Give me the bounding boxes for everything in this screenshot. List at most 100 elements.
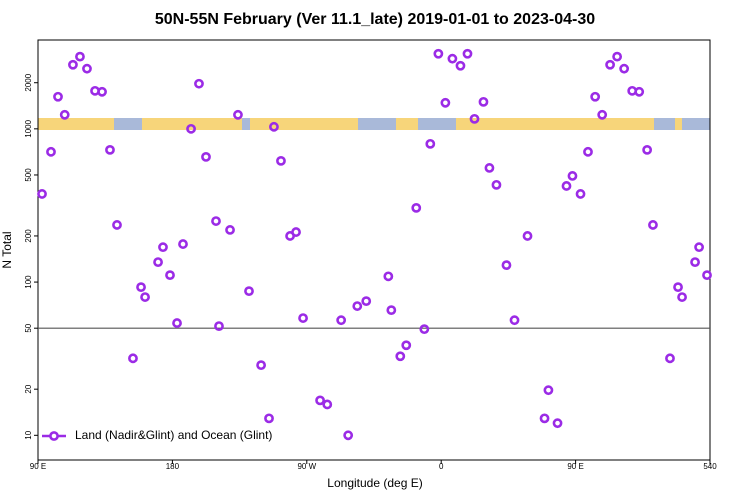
x-tick-label: 0 [439,462,444,471]
x-axis-label: Longitude (deg E) [327,476,422,490]
chart-title: 50N-55N February (Ver 11.1_late) 2019-01… [155,11,595,28]
point [97,86,107,97]
point [642,144,653,155]
point [165,270,175,281]
point [690,257,700,268]
point [112,220,122,230]
point [447,53,458,64]
point [201,151,211,162]
point [605,59,615,70]
y-tick-label: 20 [24,384,33,393]
point [75,51,85,62]
point [322,399,333,410]
point [276,155,286,166]
point [462,48,473,59]
point [539,413,550,424]
point [583,146,593,157]
point [233,109,243,120]
point [552,418,563,429]
point [677,292,687,302]
point [59,109,70,120]
point [648,220,658,230]
point [336,315,347,326]
point [694,242,704,253]
point [298,313,308,323]
land-band [250,118,358,130]
y-tick-label: 50 [24,323,33,332]
point [522,231,533,241]
point [612,51,623,62]
point [501,260,512,271]
point [702,270,712,281]
land-band [38,118,114,130]
point [433,48,444,59]
point [567,171,578,181]
plot-frame [37,39,711,461]
y-tick-label: 500 [24,168,33,182]
point [673,282,683,293]
point [361,296,372,307]
point [140,292,150,302]
point [105,144,115,155]
y-tick-label: 100 [24,275,33,289]
x-tick-label: 90 W [297,462,316,471]
point [186,123,196,134]
land-band [142,118,242,130]
point [269,121,279,132]
x-tick-label: 180 [166,462,180,471]
point [395,351,406,362]
point [665,353,675,364]
point [386,305,397,316]
land-band [456,118,654,130]
point [53,91,63,102]
y-tick-label: 1000 [24,119,33,137]
point [68,59,78,70]
point [256,360,267,371]
point [401,340,412,351]
x-tick-label: 540 [703,462,717,471]
y-tick-label: 2000 [24,73,33,91]
point [128,353,138,364]
point [264,413,274,424]
point [158,242,168,253]
point [419,324,430,335]
point [543,385,554,396]
point [509,315,520,326]
point [478,96,489,107]
point [383,271,394,282]
point [315,395,325,406]
point [178,239,188,249]
point [484,163,495,173]
point [82,63,92,74]
point [455,60,466,71]
point [291,227,301,237]
point [244,286,254,297]
point [225,225,235,235]
point [491,179,502,190]
y-tick-label: 200 [24,229,33,243]
y-axis-label: N Total [0,231,14,268]
x-tick-label: 90 E [30,462,46,471]
point [211,216,221,226]
point [590,91,601,102]
point [425,138,436,149]
point [172,318,182,328]
point [352,301,363,311]
point [561,181,572,191]
point [214,321,224,332]
legend-marker [49,431,59,441]
point [597,109,608,120]
point [619,63,630,74]
point [37,189,47,199]
point [575,189,586,199]
y-tick-label: 10 [24,430,33,439]
point [136,282,146,293]
land-band [396,118,418,130]
point [343,430,354,441]
point [153,257,163,268]
point [46,146,56,157]
land-mask [38,118,710,130]
land-band [675,118,682,130]
point [634,86,645,97]
